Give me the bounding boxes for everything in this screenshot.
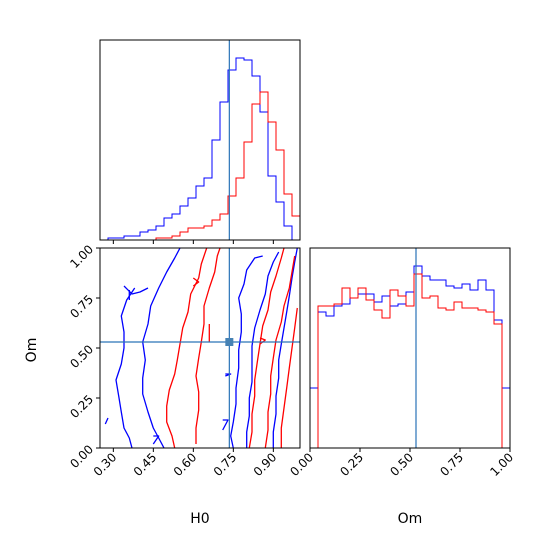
h0-tick-label: 0.75 <box>211 450 240 479</box>
h0-tick-label: 0.30 <box>91 450 120 479</box>
h0-tick-label: 0.90 <box>251 450 280 479</box>
contour-series-2-line-5 <box>264 255 296 448</box>
joint-truth-marker <box>225 338 234 346</box>
h0-histogram-series-1 <box>100 57 300 240</box>
om-marginal-tick-label: 1.00 <box>487 450 516 479</box>
contour-series-1-line-2 <box>115 287 136 448</box>
om-marginal-tick-label: 0.50 <box>387 450 416 479</box>
h0-tick-label: 0.60 <box>171 450 200 479</box>
om-marginal-axis-label: Om <box>398 511 423 527</box>
h0-marginal-panel <box>99 39 301 244</box>
contour-series-1-line-3 <box>123 285 149 295</box>
h0-tick-label: 0.45 <box>131 450 160 479</box>
om-marginal-tick-label: 0.25 <box>337 450 366 479</box>
contour-series-2-line-1 <box>195 248 221 444</box>
om-axis-label: Om <box>24 338 40 363</box>
contour-series-2-line-6 <box>280 307 298 448</box>
h0-marginal-frame <box>99 39 301 241</box>
h0-axis-label: H0 <box>190 511 209 527</box>
om-tick-label: 0.75 <box>67 292 96 321</box>
om-marginal-tick-label: 0.75 <box>437 450 466 479</box>
contour-series-1-line-10 <box>152 435 160 445</box>
contour-series-2-line-3 <box>192 277 200 287</box>
om-marginal-frame <box>309 247 511 449</box>
contour-series-1-line-8 <box>225 373 232 377</box>
om-marginal-tick-label: 0.00 <box>287 450 316 479</box>
om-tick-label: 1.00 <box>67 242 96 271</box>
contour-series-2-line-4 <box>248 248 285 448</box>
om-marginal-panel: 0.00 0.25 0.50 0.75 1.00 <box>287 247 516 479</box>
contour-series-1-line-0 <box>104 417 109 425</box>
contour-series-1-line-6 <box>246 251 280 448</box>
om-histogram-series-1 <box>310 265 510 448</box>
contour-series-1-line-5 <box>230 255 263 448</box>
contour-series-2-line-7 <box>259 337 266 345</box>
contour-series-1-line-1 <box>142 248 181 448</box>
contour-series-1-line-9 <box>222 419 229 431</box>
contour-series-1-line-7 <box>272 248 298 448</box>
h0-histogram-series-2 <box>100 91 300 240</box>
om-tick-label: 0.50 <box>67 342 96 371</box>
h0-om-joint-panel: 0.30 0.45 0.60 0.75 0.900.000.250.500.751.00 <box>67 242 301 479</box>
om-tick-label: 0.25 <box>67 392 96 421</box>
om-histogram-series-2 <box>310 273 510 448</box>
